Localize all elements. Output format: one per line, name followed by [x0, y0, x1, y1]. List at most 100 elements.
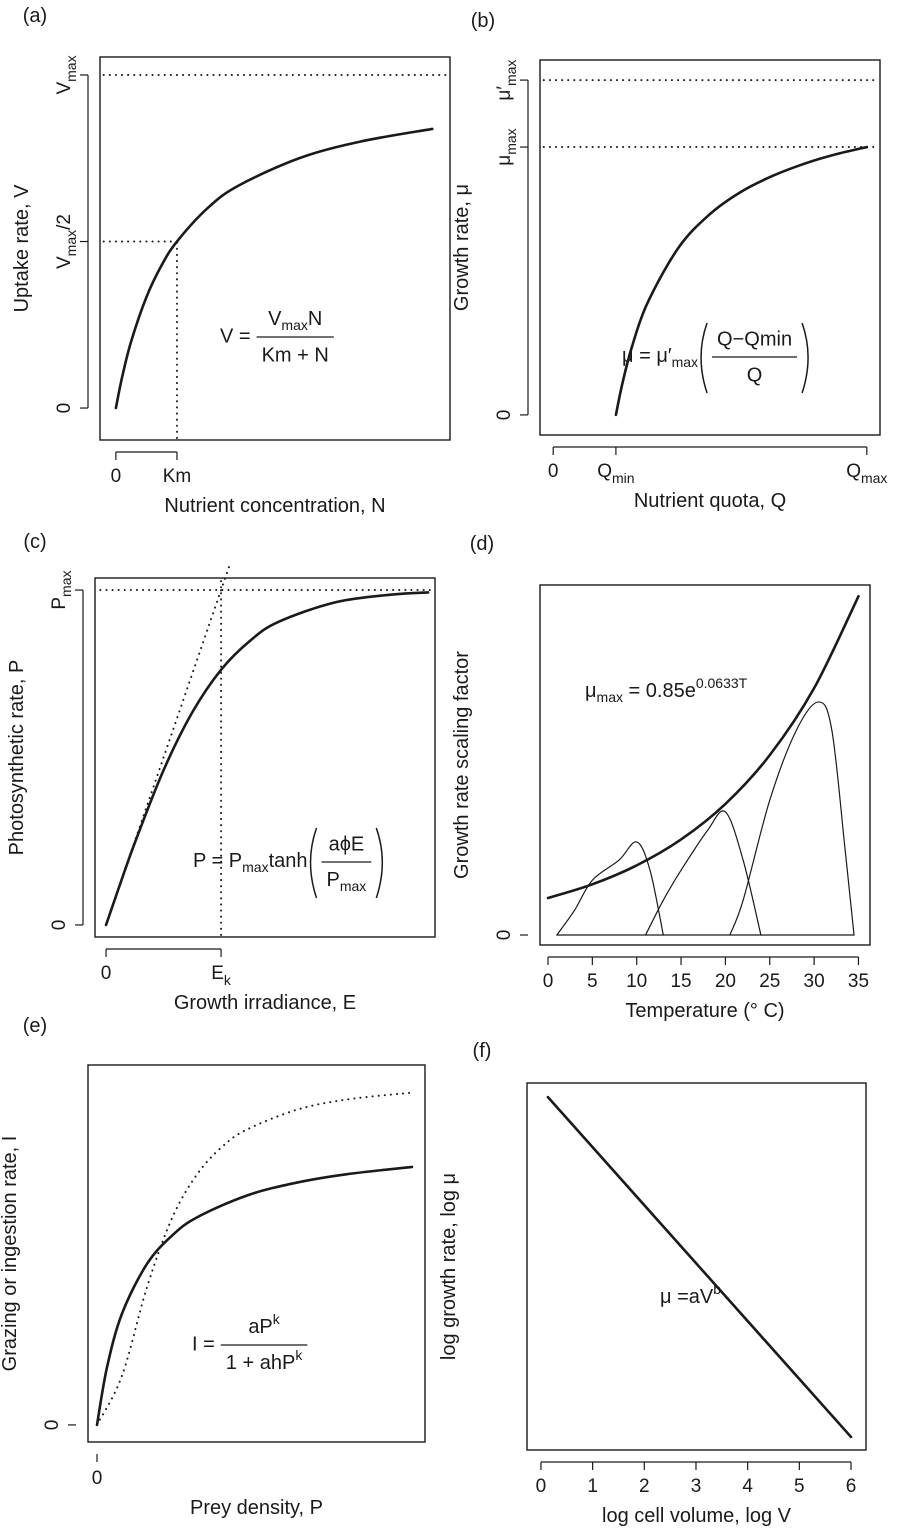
panel-label: (f): [473, 1040, 492, 1062]
y-axis-title: Growth rate, μ: [451, 184, 473, 311]
x-tick-label: 10: [626, 971, 647, 992]
curve: [556, 841, 664, 936]
plot-frame: [539, 584, 871, 946]
text-part: V: [54, 82, 75, 95]
text-part: P = P: [193, 850, 242, 872]
text-part: max: [340, 878, 366, 894]
x-tick-label: 0: [111, 466, 122, 487]
x-tick-label: 15: [670, 971, 691, 992]
panel-label: (e): [23, 1015, 47, 1037]
text-part: μ: [585, 680, 597, 702]
equation-numerator: VmaxN: [268, 308, 322, 332]
equation-denominator: Q: [747, 364, 763, 386]
equation: P = Pmaxtanh: [193, 850, 308, 874]
y-axis-title: Uptake rate, V: [11, 184, 33, 313]
x-axis-title: Prey density, P: [190, 1497, 323, 1519]
y-tick-label: μmax: [494, 128, 519, 165]
equation: μmax = 0.85e0.0633T: [585, 675, 748, 705]
equation: μ =aVb: [660, 1281, 721, 1309]
text-part: k: [295, 1347, 303, 1363]
curve: [104, 591, 430, 927]
equation: I =: [192, 1333, 215, 1355]
x-tick-label: 20: [715, 971, 736, 992]
text-part: max: [281, 317, 307, 333]
curve: [644, 810, 762, 936]
text-part: max: [672, 354, 698, 370]
y-tick-label: 0: [494, 410, 515, 421]
equation-denominator: Pmax: [327, 869, 367, 893]
panel-label: (d): [470, 533, 494, 555]
text-part: k: [224, 972, 232, 988]
text-part: k: [273, 1311, 281, 1327]
x-tick-label: 1: [587, 1476, 598, 1497]
y-tick-label: 0: [54, 403, 75, 414]
text-part: μ′: [494, 86, 515, 101]
equation: μ = μ′max: [622, 345, 698, 369]
x-tick-label: 5: [587, 971, 598, 992]
text-part: P: [327, 869, 340, 891]
y-tick-label: 0: [494, 930, 515, 941]
y-axis-title: Grazing or ingestion rate, I: [0, 1136, 21, 1372]
x-tick-label: 3: [691, 1476, 702, 1497]
x-tick-label: Qmin: [597, 461, 634, 486]
x-axis-title: Growth irradiance, E: [174, 992, 356, 1014]
text-part: Q: [846, 461, 861, 482]
x-tick-label: 35: [848, 971, 869, 992]
curve: [729, 701, 855, 936]
curve: [105, 565, 231, 926]
y-axis-title: Growth rate scaling factor: [451, 651, 473, 879]
text-part: P: [49, 597, 70, 610]
panel-label: (c): [23, 531, 46, 553]
y-tick-label: 0: [49, 920, 70, 931]
text-part: aP: [248, 1316, 272, 1338]
equation-numerator: Q−Qmin: [717, 328, 792, 350]
y-axis-title: log growth rate, log μ: [438, 1173, 460, 1360]
curve: [614, 145, 869, 417]
y-tick-label: 0: [42, 1420, 63, 1431]
text-part: min: [612, 470, 635, 486]
x-tick-label: 0: [92, 1468, 103, 1489]
paren: [700, 322, 708, 394]
x-tick-label: Ek: [211, 963, 232, 988]
y-tick-label: Vmax: [54, 55, 79, 94]
text-part: max: [63, 55, 79, 81]
text-part: tanh: [269, 850, 308, 872]
text-part: Q: [597, 461, 612, 482]
y-tick-label: Vmax/2: [54, 214, 79, 269]
text-part: μ =aV: [660, 1286, 714, 1308]
text-part: μ: [494, 155, 515, 166]
equation: V =: [220, 325, 251, 347]
y-tick-label: Pmax: [49, 570, 74, 609]
x-tick-label: 0: [536, 1476, 547, 1497]
plot-frame: [526, 1082, 867, 1451]
text-part: max: [503, 128, 519, 154]
x-tick-label: 5: [794, 1476, 805, 1497]
text-part: V: [268, 308, 282, 330]
x-tick-label: 0: [548, 461, 559, 482]
text-part: 1 + ahP: [226, 1352, 296, 1374]
x-tick-label: 30: [804, 971, 825, 992]
x-axis-title: Nutrient concentration, N: [164, 495, 385, 517]
text-part: max: [597, 689, 623, 705]
panel-label: (b): [471, 10, 495, 32]
equation-numerator: aϕE: [329, 833, 365, 855]
x-axis-title: Temperature (° C): [625, 1000, 784, 1022]
y-axis-title: Photosynthetic rate, P: [6, 660, 28, 856]
curve: [96, 1091, 413, 1426]
equation-denominator: 1 + ahPk: [226, 1347, 304, 1375]
text-part: b: [713, 1281, 721, 1297]
text-part: /2: [54, 214, 75, 230]
x-tick-label: 25: [759, 971, 780, 992]
x-axis-title: Nutrient quota, Q: [634, 490, 786, 512]
y-tick-label: μ′max: [494, 60, 519, 101]
text-part: μ = μ′: [622, 345, 672, 367]
curve: [546, 1095, 853, 1439]
text-part: max: [63, 230, 79, 256]
text-part: 0.0633T: [696, 675, 748, 691]
text-part: = 0.85e: [623, 680, 696, 702]
curve: [95, 1165, 414, 1427]
text-part: V: [54, 256, 75, 269]
x-tick-label: 0: [101, 963, 112, 984]
text-part: N: [308, 308, 322, 330]
